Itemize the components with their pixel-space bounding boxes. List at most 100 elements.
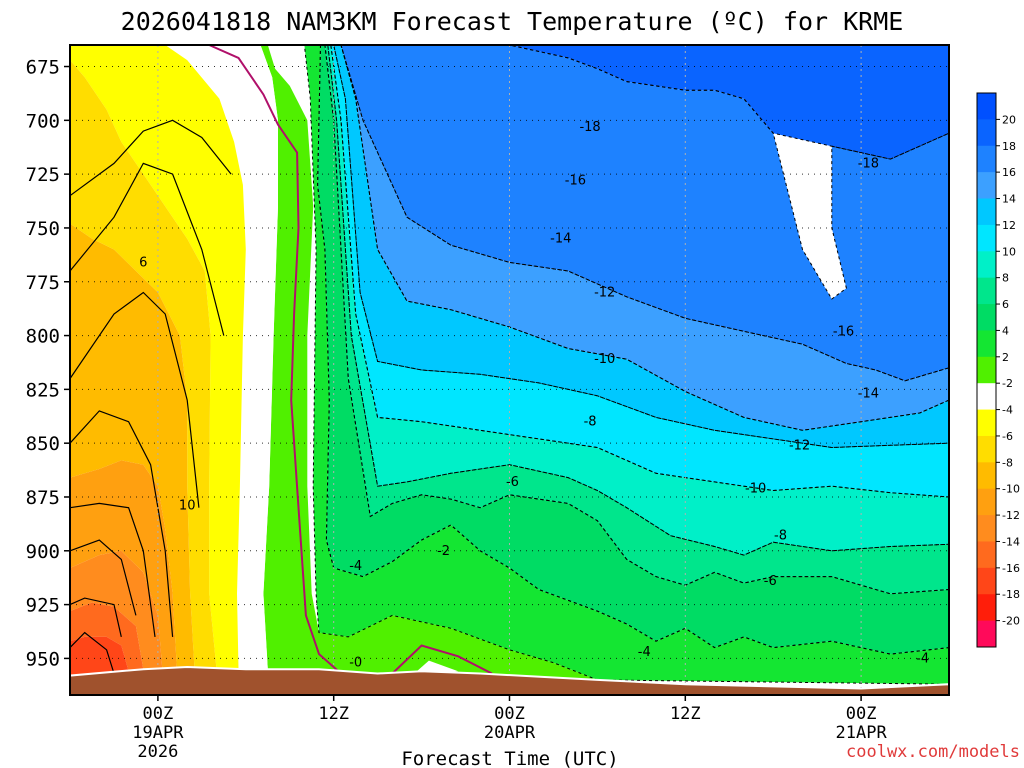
contour-label: -4	[638, 645, 651, 660]
contour-label: -8	[774, 529, 787, 544]
x-axis-label: Forecast Time (UTC)	[401, 748, 618, 768]
x-tick-label: 21APR	[836, 723, 888, 743]
colorbar-swatch	[977, 435, 996, 463]
colorbar-swatch	[977, 198, 996, 226]
contour-label: -12	[789, 438, 810, 453]
colorbar-swatch	[977, 541, 996, 569]
colorbar-swatch	[977, 488, 996, 516]
y-tick-label: 825	[26, 379, 60, 401]
chart-title: 2026041818 NAM3KM Forecast Temperature (…	[121, 7, 904, 36]
temperature-band	[70, 60, 217, 670]
contour-label: -10	[594, 352, 615, 367]
freezing-line-secondary	[391, 644, 493, 675]
temperature-band	[326, 45, 949, 160]
colorbar-label: 14	[1002, 193, 1016, 206]
colorbar-swatch	[977, 330, 996, 358]
temperature-band	[341, 45, 949, 431]
y-axis: 675 700 725 750 775 800 825 850 875 900 925 950	[26, 57, 70, 670]
temperature-band	[317, 45, 950, 655]
contour-label: -8	[584, 415, 597, 430]
contour-label: -4	[916, 651, 929, 666]
plot-area: -18 -16 -14 -12 -10 -8 -6 -4 -2 -0 -18 -16 -14 -12 -10…	[69, 44, 950, 696]
contour-label: -0	[349, 656, 362, 671]
x-tick-label: 12Z	[318, 704, 349, 724]
freezing-line-main	[208, 44, 342, 675]
temperature-band	[70, 45, 246, 670]
colorbar-swatch	[977, 251, 996, 279]
temperature-band	[414, 660, 459, 674]
warm-contour-line	[69, 162, 225, 336]
temperature-band	[70, 602, 144, 672]
gridlines	[70, 45, 949, 695]
y-tick-label: 950	[26, 648, 60, 670]
warm-contour-line	[69, 291, 200, 508]
x-tick-label: 2026	[137, 742, 178, 762]
contour-label: -6	[506, 475, 519, 490]
warm-contour-line	[69, 631, 115, 674]
contour-labels: -18 -16 -14 -12 -10 -8 -6 -4 -2 -0 -18 -16 -14 -12 -10…	[139, 120, 929, 671]
freezing-line	[208, 44, 493, 675]
colorbar-label: -20	[1002, 615, 1020, 628]
colorbar-label: -6	[1002, 430, 1013, 443]
colorbar-swatch	[977, 145, 996, 173]
ground-fill	[69, 665, 950, 696]
y-tick-label: 725	[26, 164, 60, 186]
temperature-band	[333, 45, 949, 448]
contour-label: 10	[179, 499, 196, 514]
colorbar-label: -10	[1002, 483, 1020, 496]
warm-contour-line	[69, 502, 156, 637]
temperature-bands	[70, 45, 950, 685]
y-tick-label: 900	[26, 541, 60, 563]
contour-label: -18	[858, 156, 879, 171]
colorbar-swatch	[977, 224, 996, 252]
temperature-band	[155, 45, 278, 670]
credit-link[interactable]: coolwx.com/models	[846, 742, 1020, 762]
warm-contour-line	[69, 119, 232, 197]
colorbar-swatch	[977, 620, 996, 648]
warm-contour-line	[69, 539, 137, 616]
temperature-band	[304, 45, 949, 685]
cold-contour-line	[317, 44, 950, 655]
colorbar-swatch	[977, 567, 996, 595]
x-tick-label: 00Z	[494, 704, 525, 724]
y-tick-label: 700	[26, 110, 60, 132]
colorbar-label: 18	[1002, 140, 1016, 153]
x-tick-label: 20APR	[484, 723, 536, 743]
colorbar-label: 16	[1002, 166, 1016, 179]
contour-label: 6	[139, 255, 147, 270]
y-tick-label: 800	[26, 326, 60, 348]
contour-label: -16	[565, 174, 586, 189]
colorbar-swatch	[977, 594, 996, 622]
colorbar-label: -8	[1002, 456, 1013, 469]
colorbar: 20 18 16 14 12 10 8 6 4 2 -2 -4 -6 -8 -10 -12 -14 -16 -18 -…	[976, 92, 1020, 648]
temperature-band	[260, 45, 598, 680]
colorbar-swatch	[977, 277, 996, 305]
colorbar-label: -4	[1002, 404, 1013, 417]
contour-label: -2	[437, 544, 450, 559]
warm-contour-line	[69, 410, 174, 637]
colorbar-label: -2	[1002, 377, 1013, 390]
contour-label: -10	[745, 481, 766, 496]
colorbar-swatch	[977, 304, 996, 331]
y-tick-label: 775	[26, 272, 60, 294]
colorbar-label: -12	[1002, 509, 1020, 522]
colorbar-swatch	[977, 409, 996, 437]
x-tick-label: 00Z	[846, 704, 877, 724]
contour-label: -14	[858, 387, 879, 402]
temperature-band	[70, 550, 163, 670]
colorbar-swatch	[977, 119, 996, 147]
colorbar-label: 8	[1002, 272, 1009, 285]
contour-label: -18	[579, 120, 600, 135]
contour-label: -16	[833, 324, 854, 339]
temperature-band	[70, 223, 195, 670]
x-tick-label: 12Z	[670, 704, 701, 724]
colorbar-label: 2	[1002, 351, 1009, 364]
y-tick-label: 750	[26, 218, 60, 240]
contour-label: -4	[349, 559, 362, 574]
temperature-contours	[69, 44, 950, 685]
temperature-band	[330, 45, 949, 497]
temperature-band	[327, 45, 949, 556]
y-tick-label: 850	[26, 433, 60, 455]
y-tick-label: 925	[26, 595, 60, 617]
